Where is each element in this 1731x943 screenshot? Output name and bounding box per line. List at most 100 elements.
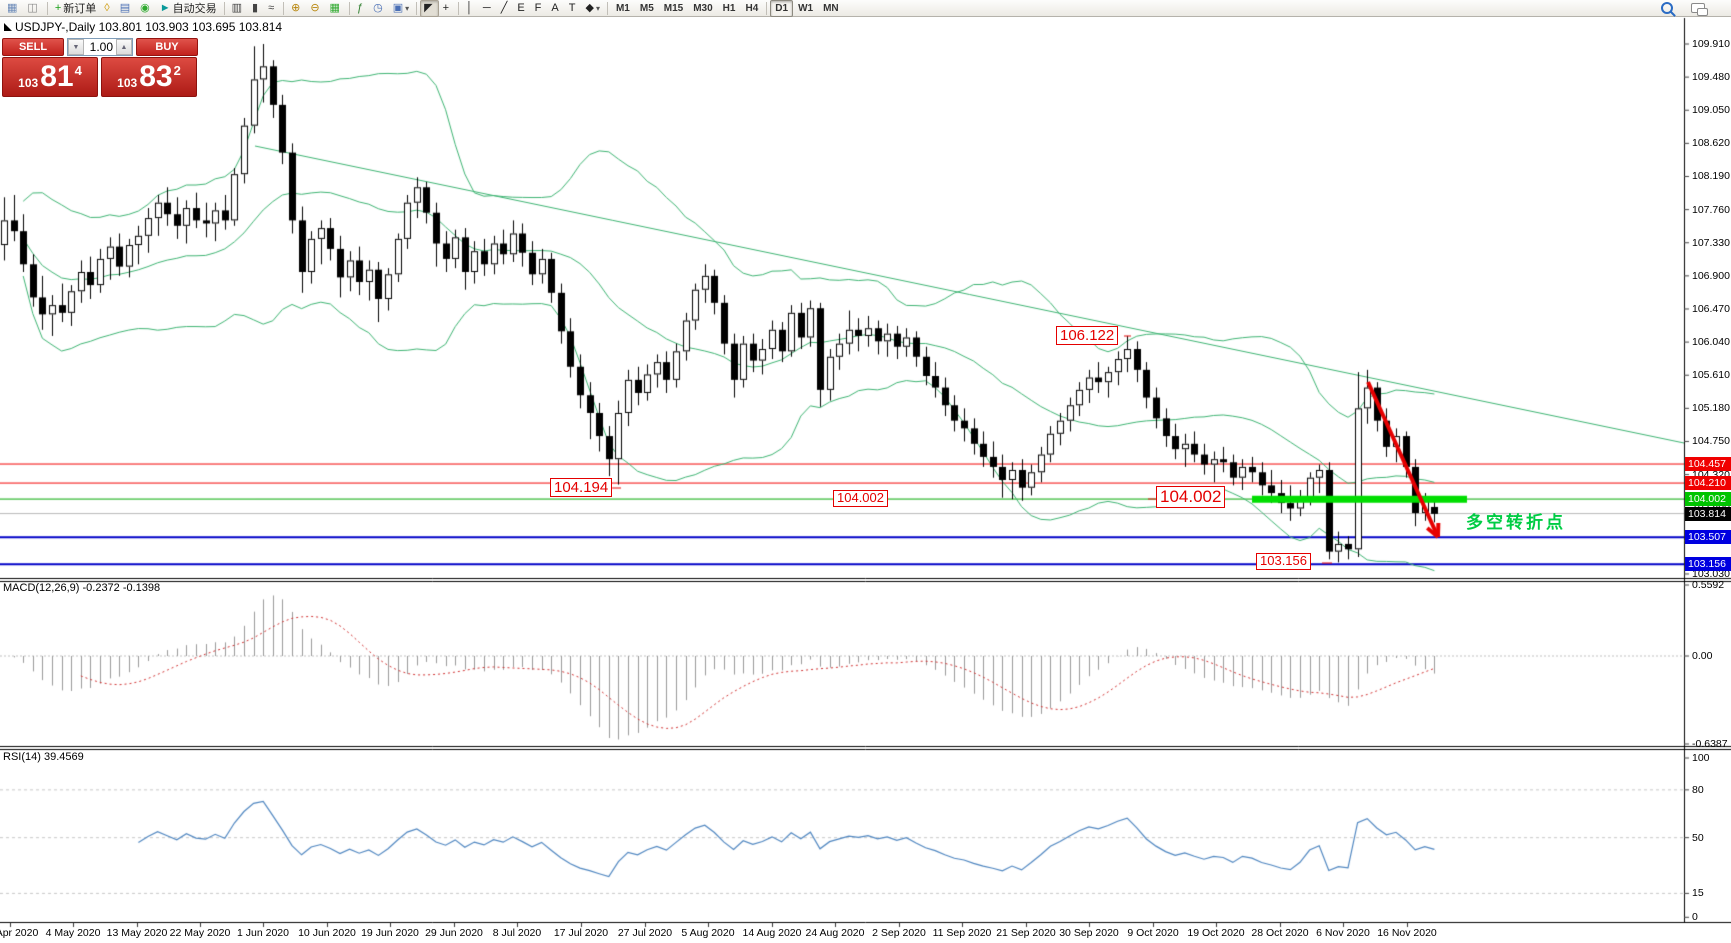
toolbar-separator	[283, 1, 285, 15]
date-label: 1 Jun 2020	[237, 927, 289, 939]
tile-windows-icon: ▦	[329, 1, 340, 14]
crosshair-icon[interactable]: +	[439, 0, 455, 17]
sell-price-box[interactable]: 103 81 4	[2, 57, 98, 97]
rsi-axis-label: 100	[1692, 752, 1710, 764]
buy-button[interactable]: BUY	[136, 38, 198, 56]
candlestick-chart-icon: ▮	[252, 1, 259, 14]
volume-input[interactable]: 1.00	[89, 40, 113, 54]
horizontal-line-icon: ─	[482, 1, 491, 14]
sell-price-prefix: 103	[18, 76, 39, 90]
toolbar-separator	[223, 1, 225, 15]
timeframe-M15[interactable]: M15	[663, 2, 684, 14]
rsi-pane-label: RSI(14) 39.4569	[3, 751, 84, 763]
zoom-in-icon[interactable]: ⊕	[287, 0, 306, 17]
price-axis-label: 107.330	[1692, 236, 1730, 249]
date-label: 21 Sep 2020	[996, 927, 1056, 939]
date-label: 2 Sep 2020	[872, 927, 926, 939]
toolbar-separator	[416, 1, 418, 15]
price-annotation[interactable]: 104.002	[833, 490, 888, 507]
vertical-line-icon[interactable]: │	[462, 0, 479, 17]
price-axis-label: 106.900	[1692, 269, 1730, 282]
timeframe-M30[interactable]: M30	[693, 2, 713, 14]
date-label: 30 Sep 2020	[1059, 927, 1119, 939]
template-icon-dropdown[interactable]: ▾	[405, 3, 410, 13]
date-label: 14 Aug 2020	[742, 927, 802, 939]
price-axis-label: 104.750	[1692, 435, 1730, 448]
zoom-out-icon[interactable]: ⊖	[306, 0, 325, 17]
period-icon[interactable]: ◷	[369, 0, 389, 17]
date-label: 19 Oct 2020	[1187, 927, 1245, 939]
label-icon[interactable]: T	[565, 0, 582, 17]
candlestick-chart-icon[interactable]: ▮	[248, 0, 264, 17]
crosshair-icon: +	[442, 1, 450, 14]
timeframe-MN[interactable]: MN	[823, 2, 839, 14]
zoom-in-icon: ⊕	[291, 1, 301, 14]
rsi-axis-label: 0	[1692, 911, 1698, 924]
new-order-button[interactable]: + 新订单	[51, 0, 100, 17]
toolbar-separator	[766, 1, 768, 15]
date-label: 17 Jul 2020	[553, 927, 609, 939]
toolbar-separator	[606, 1, 608, 15]
timeframe-H4[interactable]: H4	[745, 2, 759, 14]
timeframe-D1[interactable]: D1	[770, 0, 794, 17]
text-icon[interactable]: A	[547, 0, 564, 17]
price-axis-label: 106.470	[1692, 302, 1730, 315]
zoom-out-icon: ⊖	[310, 1, 320, 14]
channel-icon[interactable]: E	[513, 0, 530, 17]
search-icon[interactable]	[1661, 2, 1673, 14]
line-chart-icon[interactable]: ≈	[264, 0, 280, 17]
horizontal-line-icon[interactable]: ─	[479, 0, 497, 17]
signals-icon[interactable]: ◉	[136, 0, 156, 17]
timeframe-M5[interactable]: M5	[639, 2, 654, 14]
arrows-icon[interactable]: ◆ ▾	[581, 0, 603, 17]
toolbar-separator	[348, 1, 350, 15]
timeframe-H1[interactable]: H1	[722, 2, 736, 14]
toolbar: ▦ ◫ + 新订单 ◊ ▤ ◉ ► 自动交易 ▥ ▮ ≈ ⊕ ⊖ ▦ ƒ ◷ ▣ ▾ ◤ + │ ─ ╱ E F A T ◆ ▾ M1 M5 M…	[0, 0, 1731, 17]
trendline-icon[interactable]: ╱	[497, 0, 514, 17]
chart-note-text: 多空转折点	[1466, 513, 1566, 532]
eraser-icon: ◊	[104, 1, 110, 14]
price-annotation[interactable]: 103.156	[1256, 553, 1311, 570]
volume-stepper: ▼ 1.00 ▲	[67, 38, 133, 56]
sell-button[interactable]: SELL	[2, 38, 64, 56]
price-axis-label: 109.910	[1692, 38, 1730, 50]
toolbar-separator	[458, 1, 460, 15]
date-label: 8 Jul 2020	[492, 927, 542, 939]
macd-axis-label: 0.00	[1692, 650, 1713, 662]
arrows-icon-dropdown[interactable]: ▾	[595, 3, 600, 13]
price-annotation[interactable]: 104.194	[550, 478, 613, 498]
template-icon: ▣	[392, 1, 404, 14]
chat-icon[interactable]	[1691, 3, 1708, 16]
volume-down-button[interactable]: ▼	[68, 39, 84, 55]
timeframe-W1[interactable]: W1	[798, 2, 814, 14]
price-tag-104457: 104.457	[1685, 457, 1731, 472]
one-click-toggle-icon[interactable]	[4, 23, 12, 31]
date-label: 10 Jun 2020	[298, 927, 356, 939]
date-label: 13 May 2020	[106, 927, 168, 939]
date-label: 24 Apr 2020	[0, 927, 39, 939]
autotrading-button[interactable]: ► 自动交易	[156, 0, 221, 17]
terminal-icon: ▤	[119, 1, 131, 14]
bar-chart-icon: ▥	[231, 1, 242, 14]
volume-up-button[interactable]: ▲	[116, 39, 132, 55]
bar-chart-icon[interactable]: ▥	[228, 0, 248, 17]
new-chart-icon[interactable]: ▦	[3, 0, 23, 17]
buy-price-sup: 2	[173, 62, 181, 78]
cursor-icon: ◤	[424, 1, 433, 14]
buy-price-box[interactable]: 103 83 2	[101, 57, 197, 97]
chart-profile-icon[interactable]: ◫	[23, 0, 43, 17]
price-annotation[interactable]: 106.122	[1056, 326, 1119, 346]
tile-windows-icon[interactable]: ▦	[326, 0, 346, 17]
indicators-icon[interactable]: ƒ	[353, 0, 369, 17]
fibonacci-icon[interactable]: F	[531, 0, 548, 17]
price-tag-103156: 103.156	[1685, 557, 1731, 572]
eraser-icon[interactable]: ◊	[100, 0, 115, 17]
line-chart-icon: ≈	[268, 1, 275, 14]
terminal-icon[interactable]: ▤	[116, 0, 136, 17]
template-icon[interactable]: ▣ ▾	[389, 0, 413, 17]
channel-icon: E	[517, 1, 525, 14]
timeframe-M1[interactable]: M1	[615, 2, 630, 14]
cursor-icon[interactable]: ◤	[420, 0, 439, 17]
price-annotation[interactable]: 104.002	[1156, 486, 1226, 508]
